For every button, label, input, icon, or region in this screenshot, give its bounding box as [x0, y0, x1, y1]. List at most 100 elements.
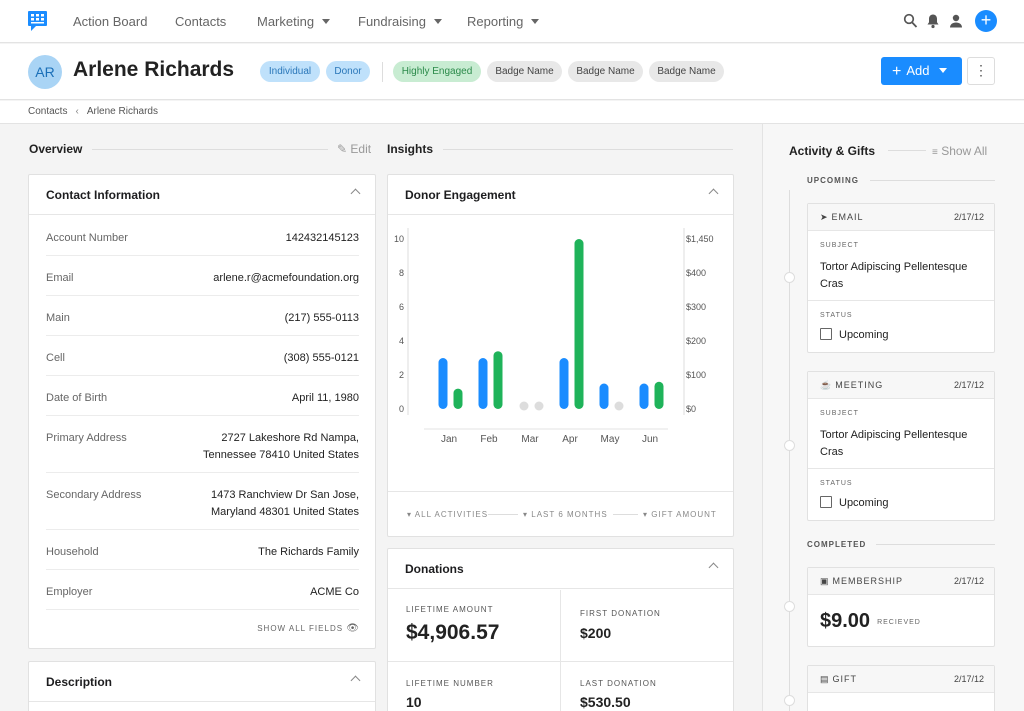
nav-contacts[interactable]: Contacts	[175, 14, 226, 29]
gift-amount-bar	[574, 239, 584, 409]
avatar: AR	[28, 55, 62, 89]
eye-icon: 👁	[346, 623, 359, 634]
card-title: Description	[46, 675, 113, 689]
nav-reporting[interactable]: Reporting	[467, 14, 540, 29]
more-options-button[interactable]: ⋮	[967, 57, 995, 85]
field-label: Date of Birth	[46, 392, 108, 404]
divider	[382, 62, 383, 82]
insights-title: Insights	[387, 142, 434, 156]
nav-label: Fundraising	[358, 14, 426, 29]
app-logo-icon[interactable]	[27, 10, 48, 32]
contact-field-row: Employer ACME Co	[46, 570, 359, 610]
breadcrumb-current: Arlene Richards	[86, 106, 158, 117]
activity-card-membership[interactable]: ▣ MEMBERSHIP 2/17/12 $9.00 RECIEVED	[807, 567, 995, 647]
send-icon: ➤	[820, 212, 828, 222]
contact-field-row: Email arlene.r@acmefoundation.org	[46, 256, 359, 296]
top-navigation-bar: Action Board Contacts Marketing Fundrais…	[0, 0, 1024, 43]
subject-line: Cras	[820, 278, 844, 290]
field-value-line: 142432145123	[285, 232, 359, 244]
chevron-up-icon	[708, 188, 719, 199]
x-axis-tick-label: Mar	[521, 434, 539, 445]
activity-card-meeting[interactable]: ☕ MEETING 2/17/12 SUBJECT Tortor Adipiscin…	[807, 371, 995, 521]
status-checkbox[interactable]	[820, 496, 832, 508]
left-axis-tick-label: 2	[399, 370, 404, 380]
donor-engagement-card: Donor Engagement 10 8 6 4 2 0 $1,450 $400 $300 $2…	[387, 174, 734, 537]
x-axis-tick-label: May	[601, 434, 620, 445]
filter-label: ALL ACTIVITIES	[414, 510, 489, 519]
contact-field-row: Date of Birth April 11, 1980	[46, 376, 359, 416]
right-axis-tick-label: $300	[686, 302, 706, 312]
user-icon[interactable]	[949, 13, 963, 29]
right-axis-tick-label: $400	[686, 268, 706, 278]
field-label: Household	[46, 546, 99, 558]
show-all-button[interactable]: ≡ Show All	[932, 144, 987, 158]
contact-field-row: Secondary Address 1473 Ranchview Dr San J…	[46, 473, 359, 530]
description-header[interactable]: Description	[29, 662, 375, 702]
activity-date: 2/17/12	[953, 576, 984, 586]
badge-highly-engaged[interactable]: Highly Engaged	[393, 61, 481, 82]
field-value-line: (308) 555-0121	[283, 352, 359, 364]
gift-amount: $9.00 RECIEVED	[820, 610, 921, 633]
plus-circle-icon[interactable]: +	[975, 10, 997, 32]
divider	[613, 514, 638, 515]
card-title: Donations	[405, 562, 464, 576]
stat-value: $200	[580, 625, 612, 641]
filter-last-6-months[interactable]: ▾ LAST 6 MONTHS	[523, 510, 608, 519]
badge-name[interactable]: Badge Name	[649, 61, 724, 82]
divider	[92, 149, 328, 150]
badge-name[interactable]: Badge Name	[487, 61, 562, 82]
status-checkbox[interactable]	[820, 328, 832, 340]
contact-header: AR Arlene Richards Individual Donor High…	[0, 44, 1024, 100]
contact-name: Arlene Richards	[73, 58, 235, 81]
zero-value-marker	[519, 401, 529, 411]
stat-value: 10	[406, 694, 422, 710]
activity-card-gift[interactable]: ▤ GIFT 2/17/12	[807, 665, 995, 711]
divider	[388, 491, 733, 492]
field-value-line: Tennessee 78410 United States	[203, 449, 359, 461]
activity-card-header: ☕ MEETING 2/17/12	[808, 372, 994, 399]
divider	[888, 150, 926, 151]
edit-button[interactable]: ✎ Edit	[337, 142, 371, 156]
donations-header[interactable]: Donations	[388, 549, 733, 589]
show-all-fields-link[interactable]: SHOW ALL FIELDS 👁	[257, 623, 359, 634]
activity-card-header: ▤ GIFT 2/17/12	[808, 666, 994, 693]
field-value: April 11, 1980	[292, 390, 359, 407]
activity-card-email[interactable]: ➤ EMAIL 2/17/12 SUBJECT Tortor Adipiscing …	[807, 203, 995, 353]
filter-gift-amount[interactable]: ▾ GIFT AMOUNT	[643, 510, 717, 519]
badge-name[interactable]: Badge Name	[568, 61, 643, 82]
add-button[interactable]: + Add	[881, 57, 962, 85]
filter-all-activities[interactable]: ▾ ALL ACTIVITIES	[407, 510, 489, 519]
breadcrumb-contacts-link[interactable]: Contacts	[28, 106, 68, 117]
stat-value: $530.50	[580, 694, 631, 710]
nav-label: Marketing	[257, 14, 315, 29]
contact-information-header[interactable]: Contact Information	[29, 175, 375, 215]
filter-label: LAST 6 MONTHS	[531, 510, 608, 519]
chevron-down-icon	[433, 19, 442, 24]
subject-label: SUBJECT	[820, 242, 859, 249]
subject-label: SUBJECT	[820, 410, 859, 417]
bell-icon[interactable]	[926, 13, 940, 29]
nav-marketing[interactable]: Marketing	[257, 14, 331, 29]
field-value-line: ACME Co	[310, 586, 359, 598]
badge-donor[interactable]: Donor	[326, 61, 370, 82]
add-button-label: Add	[906, 63, 930, 78]
card-title: Contact Information	[46, 188, 160, 202]
badge-individual[interactable]: Individual	[260, 61, 320, 82]
status-text: Upcoming	[839, 497, 889, 509]
status-value: Upcoming	[820, 496, 889, 509]
donor-engagement-header[interactable]: Donor Engagement	[388, 175, 733, 215]
nav-fundraising[interactable]: Fundraising	[358, 14, 442, 29]
contact-field-row: Account Number 142432145123	[46, 216, 359, 256]
field-value: 2727 Lakeshore Rd Nampa, Tennessee 78410 …	[203, 430, 359, 464]
left-axis-tick-label: 8	[399, 268, 404, 278]
id-card-icon: ▣	[820, 576, 829, 586]
activity-title: Activity & Gifts	[789, 144, 876, 158]
x-axis-tick-label: Feb	[480, 434, 498, 445]
search-icon[interactable]	[903, 13, 918, 29]
chevron-up-icon	[708, 562, 719, 573]
stat-value: $4,906.57	[406, 621, 500, 644]
field-label: Email	[46, 272, 74, 284]
plus-icon: +	[892, 63, 902, 80]
amount-value: $9.00	[820, 610, 871, 632]
nav-action-board[interactable]: Action Board	[73, 14, 147, 29]
